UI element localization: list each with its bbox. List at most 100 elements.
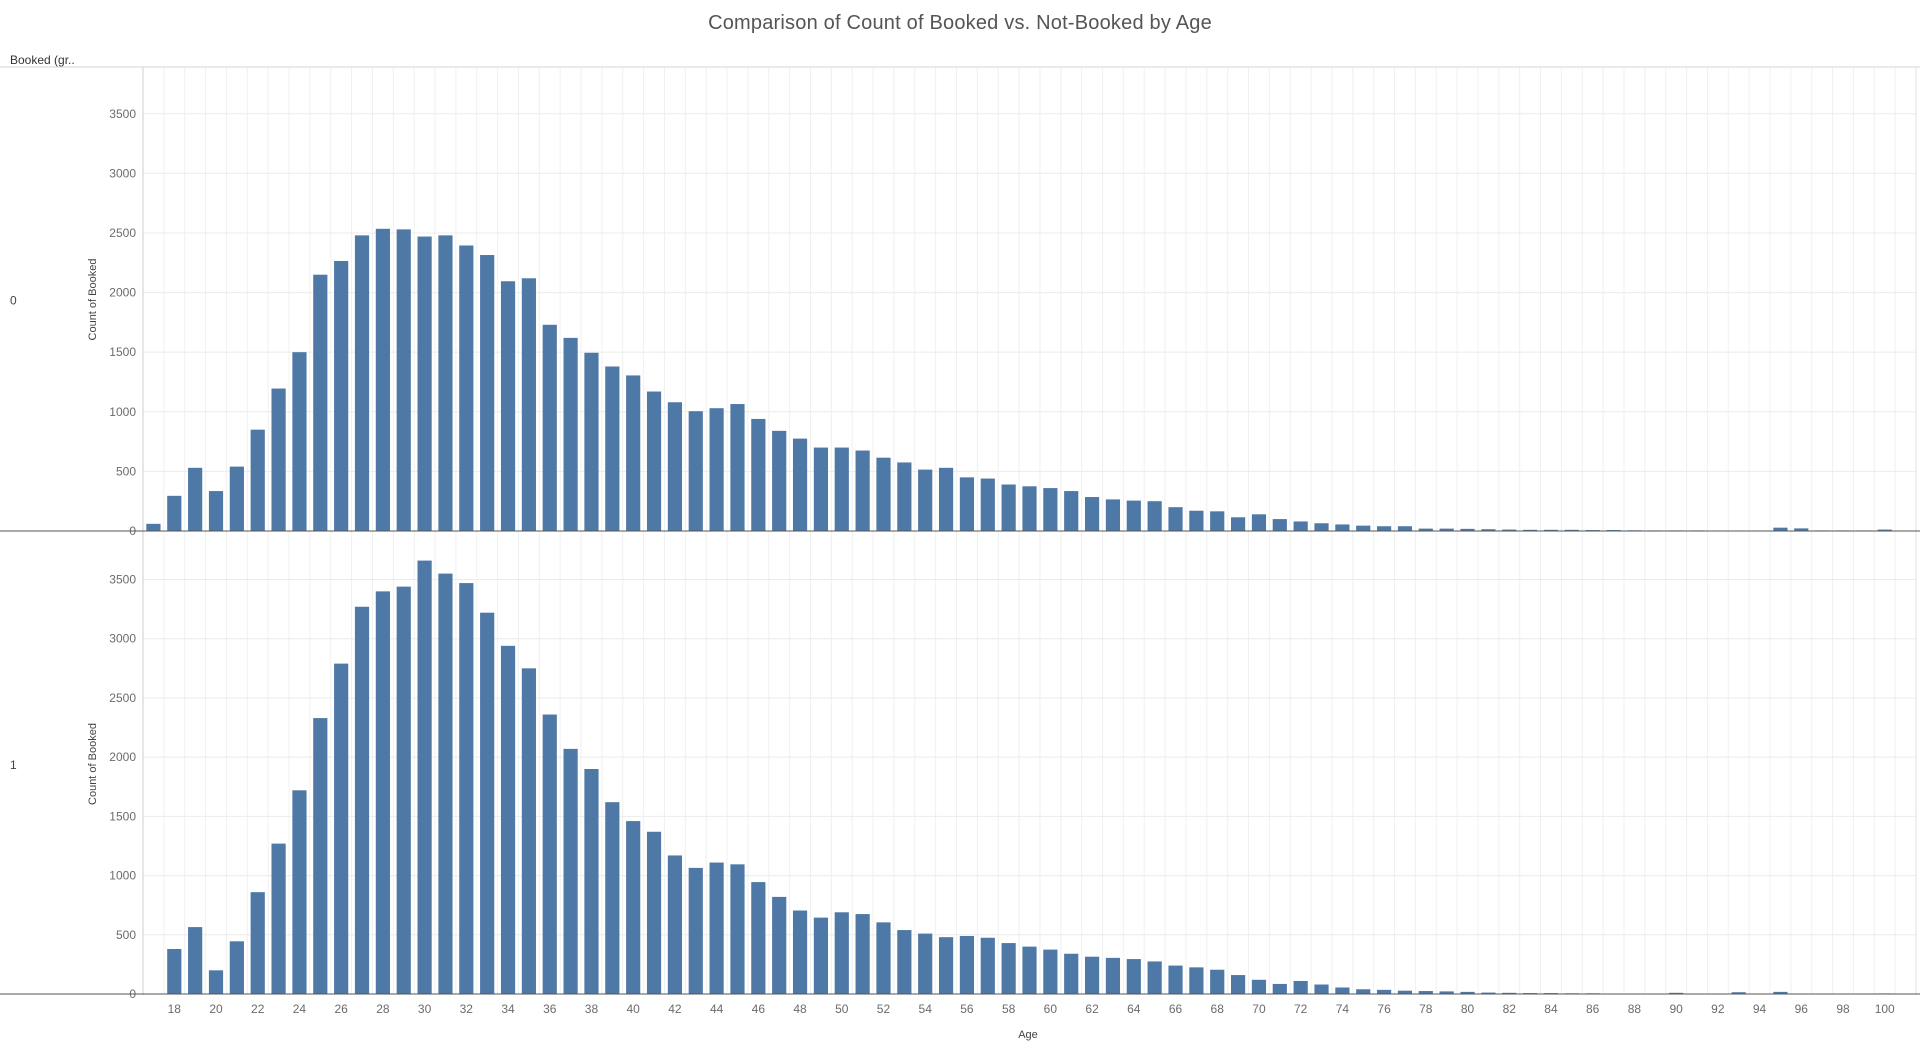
bar[interactable]: [1001, 943, 1016, 994]
bar[interactable]: [375, 591, 390, 994]
bar[interactable]: [1168, 507, 1183, 531]
bar[interactable]: [1293, 980, 1308, 994]
bar[interactable]: [480, 612, 495, 994]
bar[interactable]: [438, 235, 453, 531]
bar[interactable]: [563, 337, 578, 531]
bar[interactable]: [709, 862, 724, 994]
bar[interactable]: [751, 418, 766, 531]
bar[interactable]: [292, 790, 307, 994]
bar[interactable]: [897, 462, 912, 531]
bar[interactable]: [584, 769, 599, 994]
bar[interactable]: [646, 831, 662, 994]
bar[interactable]: [772, 430, 787, 531]
bar[interactable]: [772, 896, 787, 994]
bar[interactable]: [1210, 969, 1225, 994]
bar[interactable]: [1564, 529, 1579, 531]
bar[interactable]: [250, 429, 265, 531]
bar[interactable]: [1251, 514, 1267, 531]
bar[interactable]: [834, 912, 849, 994]
bar[interactable]: [1064, 491, 1079, 531]
bar[interactable]: [188, 927, 203, 994]
bar[interactable]: [271, 843, 286, 994]
bar[interactable]: [813, 447, 829, 531]
bar[interactable]: [1272, 519, 1287, 531]
bar[interactable]: [354, 606, 370, 994]
bar[interactable]: [1147, 501, 1162, 531]
bar[interactable]: [250, 892, 265, 994]
bar[interactable]: [417, 236, 432, 532]
bar[interactable]: [1377, 989, 1392, 994]
bar[interactable]: [375, 228, 390, 531]
bar[interactable]: [938, 937, 954, 994]
bar[interactable]: [792, 438, 808, 531]
bar[interactable]: [959, 935, 975, 994]
bar[interactable]: [1043, 488, 1058, 531]
bar[interactable]: [855, 914, 870, 994]
bar[interactable]: [438, 573, 453, 994]
bar[interactable]: [918, 469, 933, 531]
bar[interactable]: [584, 352, 599, 531]
bar[interactable]: [146, 523, 161, 531]
bar[interactable]: [500, 281, 516, 531]
bar[interactable]: [667, 402, 682, 531]
bar[interactable]: [396, 229, 411, 531]
bar[interactable]: [167, 495, 182, 531]
bar[interactable]: [542, 324, 557, 531]
bar[interactable]: [1314, 984, 1329, 994]
bar[interactable]: [334, 260, 349, 531]
bar[interactable]: [1523, 529, 1538, 531]
bar[interactable]: [1335, 524, 1350, 531]
bar[interactable]: [1293, 521, 1308, 531]
bar[interactable]: [396, 586, 411, 994]
bar[interactable]: [229, 941, 244, 994]
bar[interactable]: [709, 408, 724, 531]
bar[interactable]: [1084, 497, 1100, 531]
bar[interactable]: [1543, 529, 1559, 531]
bar[interactable]: [167, 949, 182, 994]
bar[interactable]: [1439, 528, 1454, 531]
bar[interactable]: [1230, 517, 1246, 531]
bar[interactable]: [1377, 526, 1392, 531]
bar[interactable]: [938, 467, 954, 531]
bar[interactable]: [1794, 528, 1809, 531]
bar[interactable]: [1001, 484, 1016, 531]
bar[interactable]: [1877, 529, 1892, 531]
bar[interactable]: [688, 411, 703, 531]
bar[interactable]: [730, 404, 745, 531]
bar[interactable]: [646, 391, 662, 531]
bar[interactable]: [667, 855, 682, 994]
bar[interactable]: [188, 467, 203, 531]
bar[interactable]: [459, 245, 474, 531]
row-header[interactable]: Booked (gr..: [10, 53, 75, 67]
bar[interactable]: [876, 457, 891, 531]
bar[interactable]: [1731, 992, 1746, 994]
bar[interactable]: [1314, 523, 1329, 531]
bar[interactable]: [980, 937, 995, 994]
bar[interactable]: [1105, 957, 1121, 994]
bar[interactable]: [751, 882, 766, 994]
bar[interactable]: [563, 748, 578, 994]
bar[interactable]: [1502, 529, 1517, 531]
bar[interactable]: [605, 366, 620, 531]
bar[interactable]: [1168, 965, 1183, 994]
bar[interactable]: [626, 375, 641, 531]
bar[interactable]: [1439, 991, 1454, 994]
bar[interactable]: [334, 663, 349, 994]
bar[interactable]: [313, 718, 328, 994]
bar[interactable]: [1356, 525, 1371, 531]
bar[interactable]: [1773, 527, 1788, 531]
bar[interactable]: [1481, 529, 1496, 531]
bar[interactable]: [813, 917, 829, 994]
bar[interactable]: [1084, 956, 1100, 994]
bar[interactable]: [1147, 961, 1162, 994]
bar[interactable]: [834, 447, 849, 531]
bar[interactable]: [1189, 967, 1204, 994]
bar[interactable]: [918, 933, 933, 994]
bar[interactable]: [1189, 510, 1204, 531]
bar[interactable]: [876, 922, 891, 994]
bar[interactable]: [521, 668, 536, 994]
bar[interactable]: [980, 478, 995, 531]
bar[interactable]: [1335, 987, 1350, 994]
bar[interactable]: [229, 466, 244, 531]
bar[interactable]: [1210, 511, 1225, 531]
